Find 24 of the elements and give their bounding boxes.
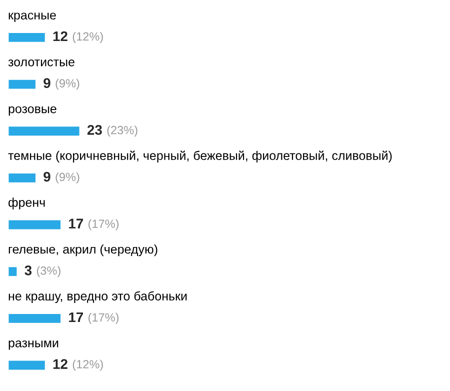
data-label: 3 (3%) xyxy=(24,265,60,278)
y-tick-label: золотистые xyxy=(8,60,74,66)
data-label: 17 (17%) xyxy=(69,312,119,324)
data-label: 12 (12%) xyxy=(53,31,103,43)
bar xyxy=(7,218,62,231)
bar xyxy=(7,359,46,372)
bar xyxy=(7,78,37,90)
data-label: 23 (23%) xyxy=(87,125,138,137)
y-tick-label: разными xyxy=(8,340,58,350)
bar xyxy=(7,266,18,278)
y-tick-label: не крашу, вредно это бабоньки xyxy=(8,291,187,303)
data-label: 12 (12%) xyxy=(53,359,103,371)
bar xyxy=(7,312,62,324)
y-tick-label: красные xyxy=(8,12,56,22)
bar xyxy=(7,172,37,184)
data-label: 9 (9%) xyxy=(44,172,80,184)
y-tick-label: гелевые, акрил (чередую) xyxy=(8,244,158,256)
y-tick-label: френч xyxy=(8,198,45,210)
data-label: 17 (17%) xyxy=(69,218,119,230)
y-tick-label: розовые xyxy=(8,106,56,116)
y-tick-label: темные (коричневный, черный, бежевый, фиолетовый, сливовый) xyxy=(8,150,392,162)
data-label: 9 (9%) xyxy=(44,78,80,90)
bar xyxy=(7,125,81,137)
bar xyxy=(7,32,46,44)
